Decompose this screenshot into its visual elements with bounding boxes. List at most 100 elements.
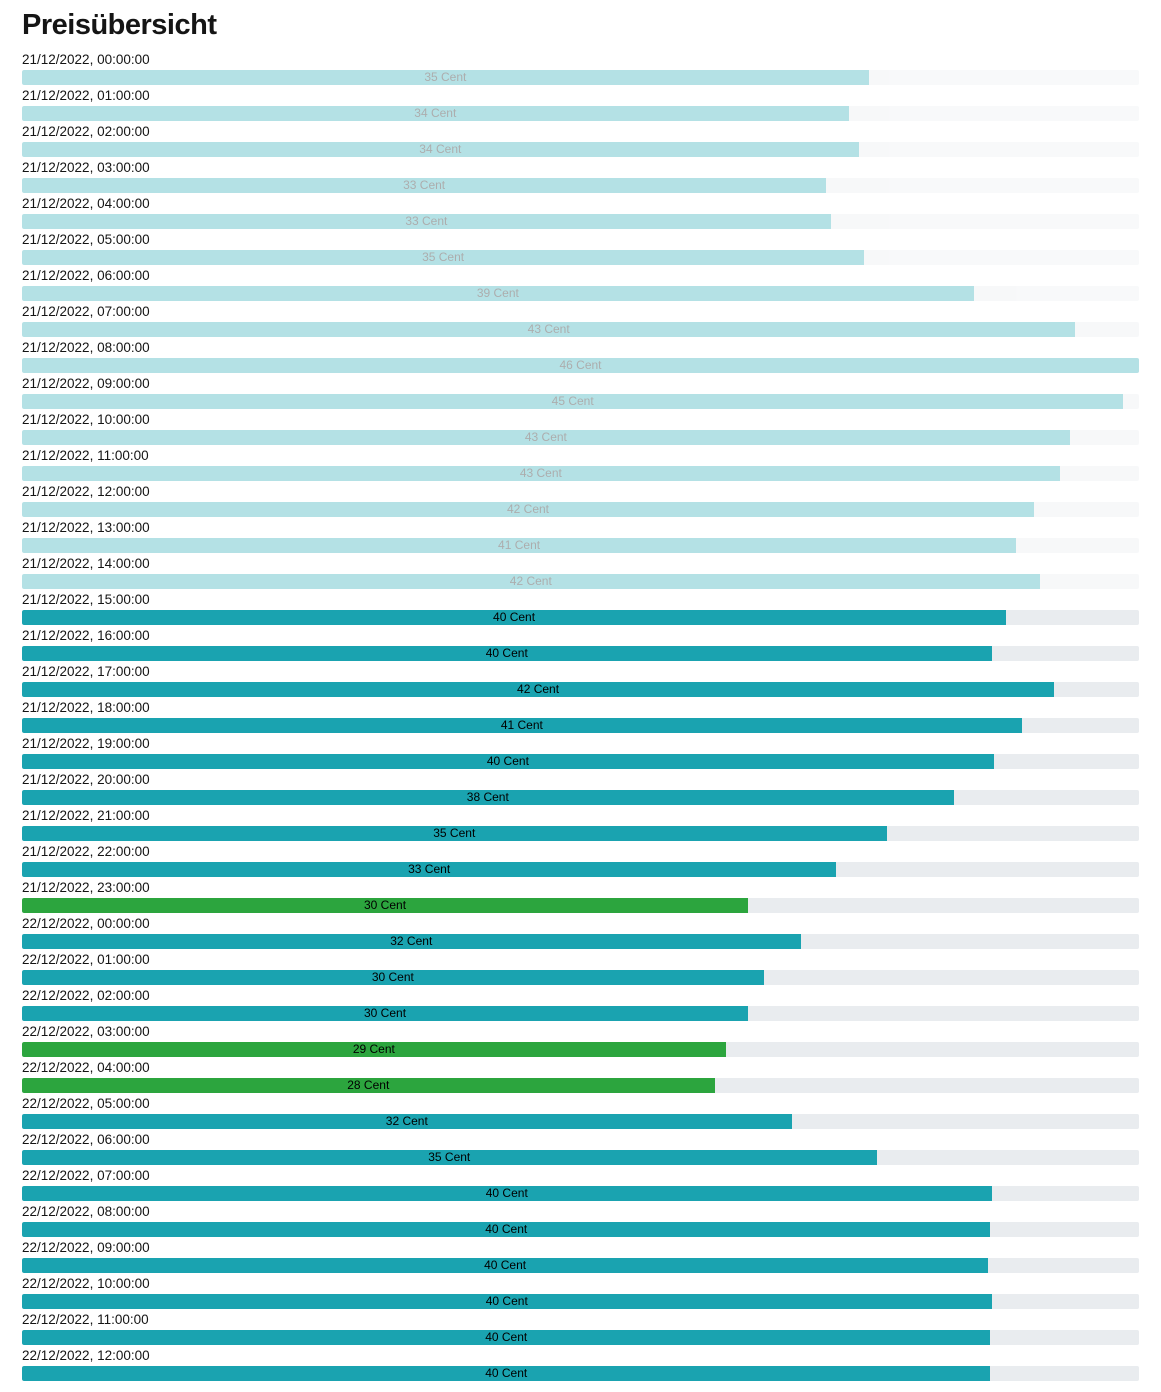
price-bar: 30 Cent bbox=[22, 1006, 749, 1021]
price-bar: 42 Cent bbox=[22, 502, 1034, 517]
bar-track: 40 Cent bbox=[22, 646, 1139, 661]
bar-track: 41 Cent bbox=[22, 538, 1139, 553]
price-bar: 35 Cent bbox=[22, 1150, 877, 1165]
bar-track: 42 Cent bbox=[22, 574, 1139, 589]
price-bar: 40 Cent bbox=[22, 646, 992, 661]
price-value-label: 33 Cent bbox=[403, 178, 446, 192]
price-value-label: 40 Cent bbox=[486, 754, 529, 768]
price-value-label: 40 Cent bbox=[485, 646, 528, 660]
timestamp-label: 22/12/2022, 12:00:00 bbox=[22, 1348, 150, 1363]
price-bar: 40 Cent bbox=[22, 1330, 991, 1345]
price-row: 22/12/2022, 04:00:00 28 Cent bbox=[22, 1060, 1139, 1093]
bar-track: 40 Cent bbox=[22, 610, 1139, 625]
price-value-label: 35 Cent bbox=[428, 1150, 471, 1164]
price-value-label: 39 Cent bbox=[476, 286, 519, 300]
price-value-label: 29 Cent bbox=[352, 1042, 395, 1056]
price-value-label: 34 Cent bbox=[414, 106, 457, 120]
price-value-label: 45 Cent bbox=[551, 394, 594, 408]
bar-track: 40 Cent bbox=[22, 1294, 1139, 1309]
price-bar: 35 Cent bbox=[22, 826, 887, 841]
price-value-label: 33 Cent bbox=[405, 214, 448, 228]
bar-track: 46 Cent bbox=[22, 358, 1139, 373]
bar-track: 30 Cent bbox=[22, 1006, 1139, 1021]
price-bar: 41 Cent bbox=[22, 538, 1017, 553]
price-row: 22/12/2022, 02:00:00 30 Cent bbox=[22, 988, 1139, 1021]
price-row: 21/12/2022, 22:00:00 33 Cent bbox=[22, 844, 1139, 877]
price-value-label: 30 Cent bbox=[371, 970, 414, 984]
price-row: 22/12/2022, 07:00:00 40 Cent bbox=[22, 1168, 1139, 1201]
price-bar: 33 Cent bbox=[22, 178, 827, 193]
price-row: 21/12/2022, 11:00:00 43 Cent bbox=[22, 448, 1139, 481]
timestamp-label: 21/12/2022, 14:00:00 bbox=[22, 556, 150, 571]
timestamp-label: 21/12/2022, 22:00:00 bbox=[22, 844, 150, 859]
price-bar: 43 Cent bbox=[22, 430, 1070, 445]
bar-track: 30 Cent bbox=[22, 970, 1139, 985]
bar-track: 42 Cent bbox=[22, 682, 1139, 697]
price-value-label: 35 Cent bbox=[433, 826, 476, 840]
price-bar-list: 21/12/2022, 00:00:00 35 Cent 21/12/2022,… bbox=[22, 52, 1139, 1381]
bar-track: 32 Cent bbox=[22, 1114, 1139, 1129]
price-bar: 35 Cent bbox=[22, 250, 865, 265]
price-value-label: 46 Cent bbox=[559, 358, 602, 372]
price-bar: 40 Cent bbox=[22, 754, 994, 769]
bar-track: 43 Cent bbox=[22, 430, 1139, 445]
price-row: 21/12/2022, 13:00:00 41 Cent bbox=[22, 520, 1139, 553]
price-bar: 30 Cent bbox=[22, 898, 749, 913]
timestamp-label: 22/12/2022, 08:00:00 bbox=[22, 1204, 150, 1219]
price-row: 21/12/2022, 00:00:00 35 Cent bbox=[22, 52, 1139, 85]
price-row: 21/12/2022, 03:00:00 33 Cent bbox=[22, 160, 1139, 193]
price-value-label: 30 Cent bbox=[364, 898, 407, 912]
price-row: 22/12/2022, 11:00:00 40 Cent bbox=[22, 1312, 1139, 1345]
price-bar: 40 Cent bbox=[22, 1294, 992, 1309]
price-row: 22/12/2022, 01:00:00 30 Cent bbox=[22, 952, 1139, 985]
bar-track: 40 Cent bbox=[22, 1186, 1139, 1201]
price-bar: 28 Cent bbox=[22, 1078, 715, 1093]
price-row: 21/12/2022, 01:00:00 34 Cent bbox=[22, 88, 1139, 121]
timestamp-label: 21/12/2022, 03:00:00 bbox=[22, 160, 150, 175]
price-row: 21/12/2022, 18:00:00 41 Cent bbox=[22, 700, 1139, 733]
bar-track: 43 Cent bbox=[22, 322, 1139, 337]
timestamp-label: 22/12/2022, 00:00:00 bbox=[22, 916, 150, 931]
timestamp-label: 21/12/2022, 09:00:00 bbox=[22, 376, 150, 391]
price-value-label: 40 Cent bbox=[484, 1258, 527, 1272]
bar-track: 40 Cent bbox=[22, 1366, 1139, 1381]
bar-track: 33 Cent bbox=[22, 178, 1139, 193]
price-row: 21/12/2022, 21:00:00 35 Cent bbox=[22, 808, 1139, 841]
price-row: 22/12/2022, 08:00:00 40 Cent bbox=[22, 1204, 1139, 1237]
timestamp-label: 21/12/2022, 18:00:00 bbox=[22, 700, 150, 715]
timestamp-label: 22/12/2022, 10:00:00 bbox=[22, 1276, 150, 1291]
price-row: 21/12/2022, 20:00:00 38 Cent bbox=[22, 772, 1139, 805]
price-value-label: 28 Cent bbox=[347, 1078, 390, 1092]
price-row: 21/12/2022, 14:00:00 42 Cent bbox=[22, 556, 1139, 589]
bar-track: 33 Cent bbox=[22, 214, 1139, 229]
bar-track: 35 Cent bbox=[22, 70, 1139, 85]
price-row: 21/12/2022, 16:00:00 40 Cent bbox=[22, 628, 1139, 661]
timestamp-label: 21/12/2022, 21:00:00 bbox=[22, 808, 150, 823]
bar-track: 40 Cent bbox=[22, 1222, 1139, 1237]
price-row: 21/12/2022, 10:00:00 43 Cent bbox=[22, 412, 1139, 445]
price-value-label: 42 Cent bbox=[509, 574, 552, 588]
price-value-label: 41 Cent bbox=[498, 538, 541, 552]
price-row: 21/12/2022, 12:00:00 42 Cent bbox=[22, 484, 1139, 517]
timestamp-label: 21/12/2022, 04:00:00 bbox=[22, 196, 150, 211]
price-bar: 40 Cent bbox=[22, 610, 1007, 625]
bar-track: 33 Cent bbox=[22, 862, 1139, 877]
price-value-label: 35 Cent bbox=[422, 250, 465, 264]
timestamp-label: 21/12/2022, 08:00:00 bbox=[22, 340, 150, 355]
price-bar: 38 Cent bbox=[22, 790, 954, 805]
price-row: 22/12/2022, 10:00:00 40 Cent bbox=[22, 1276, 1139, 1309]
price-row: 22/12/2022, 03:00:00 29 Cent bbox=[22, 1024, 1139, 1057]
price-bar: 35 Cent bbox=[22, 70, 869, 85]
price-row: 21/12/2022, 08:00:00 46 Cent bbox=[22, 340, 1139, 373]
timestamp-label: 21/12/2022, 07:00:00 bbox=[22, 304, 150, 319]
price-row: 22/12/2022, 09:00:00 40 Cent bbox=[22, 1240, 1139, 1273]
timestamp-label: 21/12/2022, 15:00:00 bbox=[22, 592, 150, 607]
price-bar: 34 Cent bbox=[22, 142, 859, 157]
price-row: 21/12/2022, 17:00:00 42 Cent bbox=[22, 664, 1139, 697]
price-row: 21/12/2022, 19:00:00 40 Cent bbox=[22, 736, 1139, 769]
price-bar: 43 Cent bbox=[22, 466, 1060, 481]
timestamp-label: 22/12/2022, 02:00:00 bbox=[22, 988, 150, 1003]
timestamp-label: 21/12/2022, 02:00:00 bbox=[22, 124, 150, 139]
timestamp-label: 22/12/2022, 03:00:00 bbox=[22, 1024, 150, 1039]
price-value-label: 38 Cent bbox=[466, 790, 509, 804]
